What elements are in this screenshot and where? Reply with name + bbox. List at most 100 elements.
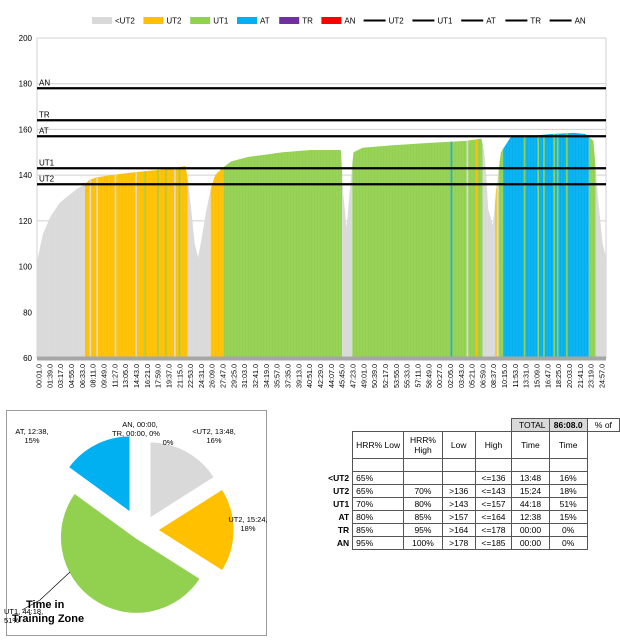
x-tick-label: 03:17.0 [56,364,65,388]
legend-label: TR [302,17,313,26]
y-tick-label: 200 [19,34,33,43]
cell-hrr-high: 70% [403,484,443,498]
header-hrr-low: HRR% Low [352,431,405,459]
cell-high: <=164 [474,510,513,524]
y-axis: 60 80 100 120 140 160 180 200 [19,34,33,363]
cell-high: <=178 [474,523,513,537]
x-tick-label: 21:41.0 [576,364,585,388]
x-tick-label: 26:09.0 [208,364,217,388]
x-tick-label: 00:01.0 [35,364,44,388]
cell-time: 15:24 [511,484,550,498]
cell-time: 12:38 [511,510,550,524]
zones-table-body: <UT2 65% <=136 13:48 16% UT2 65% 70% >136 <=143 15… [318,471,620,550]
pie-leader-line-ut1 [21,571,71,611]
x-axis-baseline [37,356,606,361]
cell-pct: 0% [548,523,588,537]
pie-slice-below-ut2 [149,441,215,519]
x-tick-label: 22:53.0 [186,364,195,388]
header-high: High [474,431,513,459]
zones-table-header-row: HRR% Low HRR% High Low High Time Time [318,431,620,459]
cell-high: <=185 [474,536,513,550]
pie-slice-ut1 [59,492,201,614]
zone-row-ut2: UT2 65% 70% >136 <=143 15:24 18% [318,484,620,498]
legend-label: AN [575,17,586,26]
x-tick-label: 49:01.0 [359,364,368,388]
zones-table-spacer-row [318,458,620,472]
legend-swatch [279,17,300,24]
x-tick-label: 34:19.0 [262,364,271,388]
zone-fleck-below-ut2 [466,132,469,358]
zone-band-ut1 [498,132,504,358]
legend-label: TR [530,17,541,26]
legend-swatch [321,17,342,24]
x-tick-label: 53:55.0 [392,364,401,388]
x-tick-label: 05:21.0 [468,364,477,388]
x-tick-label: 23:19.0 [587,364,596,388]
cell-hrr-low: 65% [352,484,405,498]
cell-time: 00:00 [511,536,550,550]
x-tick-label: 13:31.0 [522,364,531,388]
header-pct-time: Time [548,431,588,459]
zone-band-ut1 [223,132,343,358]
pie-label-an: AN, 00:00, [122,420,157,429]
zone-fleck-below-ut2 [96,132,99,358]
cell-hrr-low: 80% [352,510,405,524]
header-low: Low [441,431,476,459]
pie-title-line2: Training Zone [12,613,84,625]
y-tick-label: 160 [19,125,33,134]
threshold-label-tr: TR [39,110,50,119]
cell-pct: 51% [548,497,588,511]
legend-swatch [190,17,211,24]
pie-label-ut1: UT1, 44:18, 51% [4,607,43,625]
x-tick-label: 09:49.0 [100,364,109,388]
x-tick-label: 24:31.0 [197,364,206,388]
x-tick-label: 42:29.0 [316,364,325,388]
zone-band-below-ut2 [595,132,606,358]
zone-band-ut1 [352,132,483,358]
header-time: Time [511,431,550,459]
cell-low: >178 [441,536,476,550]
x-tick-label: 16:47.0 [543,364,552,388]
pie-slices [59,435,235,614]
zone-row-an: AN 95% 100% >178 <=185 00:00 0% [318,536,620,550]
x-tick-label: 47:23.0 [349,364,358,388]
cell-time: 44:18 [511,497,550,511]
zone-threshold-lines: AN TR AT UT1 UT2 [37,78,606,186]
x-tick-label: 24:57.0 [598,364,607,388]
x-tick-label: 32:41.0 [251,364,260,388]
x-tick-label: 13:05.0 [121,364,130,388]
cell-zone: AN [336,538,350,548]
x-tick-label: 17:59.0 [154,364,163,388]
y-tick-label: 100 [19,263,33,272]
zone-fleck-ut1 [178,132,181,358]
pie-label-ut2: UT2, 15:24, 18% [228,515,267,533]
x-tick-label: 00:27.0 [435,364,444,388]
cell-hrr-low: 95% [352,536,405,550]
zone-fleck-below-ut2 [89,132,92,358]
x-tick-label: 18:25.0 [554,364,563,388]
pie-slice-ut2 [157,488,235,572]
zone-fleck-below-ut2 [174,132,176,358]
zone-fleck-ut1 [156,132,159,358]
pie-label-below-ut2: <UT2, 13:48, 16% [192,427,236,445]
x-tick-label: 50:39.0 [370,364,379,388]
cell-pct: 18% [548,484,588,498]
cell-hrr-low: 70% [352,497,405,511]
pie-chart-title: Time in Training Zone [12,599,84,625]
x-tick-label: 57:11.0 [413,364,422,387]
x-tick-label: 14:43.0 [132,364,141,388]
x-tick-label: 01:39.0 [45,364,54,388]
threshold-label-at: AT [39,126,49,135]
cell-zone: <UT2 [328,473,350,483]
x-tick-label: 15:09.0 [533,364,542,388]
cell-high: <=143 [474,484,513,498]
pie-label-an-percent: 0% [163,438,174,447]
zone-row-at: AT 80% 85% >157 <=164 12:38 15% [318,510,620,524]
zone-row-ut1: UT1 70% 80% >143 <=157 44:18 51% [318,497,620,511]
pie-slice-at [67,435,131,513]
legend-label: AT [486,17,496,26]
zone-fleck-ut2 [495,132,497,358]
y-tick-label: 60 [23,354,32,363]
x-tick-label: 11:53.0 [511,364,520,387]
x-tick-label: 40:51.0 [305,364,314,388]
